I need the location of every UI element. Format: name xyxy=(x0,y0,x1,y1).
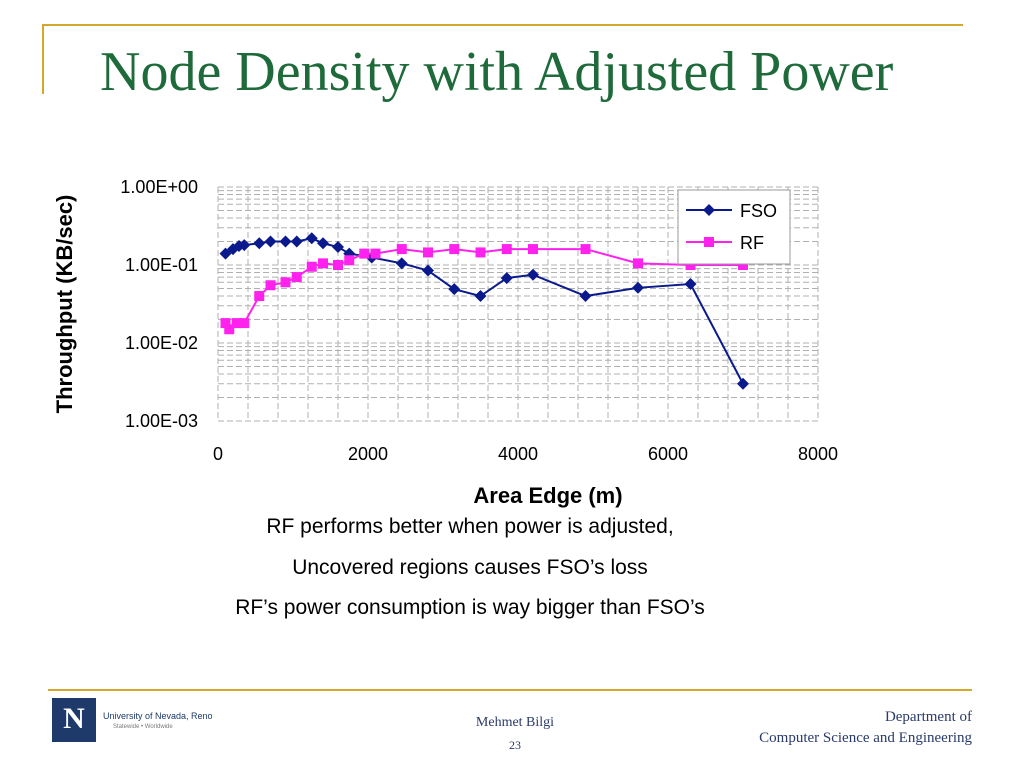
left-border-line xyxy=(42,24,44,94)
logo-tagline: Statewide • Worldwide xyxy=(113,724,173,730)
top-border-line xyxy=(42,24,963,26)
fso-data-point xyxy=(448,283,461,296)
rf-data-point xyxy=(528,244,538,255)
x-tick-label: 4000 xyxy=(498,444,538,464)
rf-data-point xyxy=(280,277,291,288)
fso-data-point xyxy=(238,239,251,252)
rf-data-point xyxy=(738,260,748,270)
fso-data-point xyxy=(253,237,266,250)
university-logo: N xyxy=(52,698,96,742)
note-line-1: RF performs better when power is adjuste… xyxy=(266,515,674,538)
y-tick-label: 1.00E-02 xyxy=(125,333,198,353)
rf-data-point xyxy=(423,247,433,258)
legend-fso-marker xyxy=(703,204,715,216)
fso-data-point xyxy=(500,272,513,285)
rf-data-point xyxy=(231,318,242,329)
note-line-3: RF’s power consumption is way bigger tha… xyxy=(235,596,705,619)
logo-n-icon: N xyxy=(63,702,85,735)
fso-data-point xyxy=(343,247,356,260)
rf-data-point xyxy=(318,258,328,269)
rf-data-point xyxy=(344,255,355,266)
slide-title: Node Density with Adjusted Power xyxy=(100,41,894,103)
y-tick-label: 1.00E-03 xyxy=(125,411,198,431)
fso-data-point xyxy=(317,237,329,250)
throughput-chart: 1.00E+00 1.00E-01 1.00E-02 1.00E-03 0 2000 400… xyxy=(52,177,838,508)
department-line-2: Computer Science and Engineering xyxy=(759,730,972,746)
y-tick-label: 1.00E+00 xyxy=(120,177,198,197)
page-number: 23 xyxy=(509,738,521,752)
fso-data-point xyxy=(332,241,344,254)
rf-series-line xyxy=(224,248,743,331)
rf-data-point xyxy=(220,318,231,329)
rf-data-point xyxy=(291,272,302,283)
rf-data-point xyxy=(475,247,486,258)
note-line-2: Uncovered regions causes FSO’s loss xyxy=(292,556,648,579)
fso-series-line xyxy=(224,237,744,385)
fso-data-point xyxy=(632,281,644,294)
y-tick-label: 1.00E-01 xyxy=(125,255,198,275)
rf-data-point xyxy=(254,291,265,302)
fso-data-point xyxy=(305,232,318,245)
x-tick-label: 0 xyxy=(213,444,223,464)
fso-data-point xyxy=(737,377,749,390)
x-tick-label: 6000 xyxy=(648,444,688,464)
legend-box xyxy=(677,189,791,265)
fso-data-point xyxy=(527,268,539,281)
fso-data-point xyxy=(579,290,592,303)
rf-data-point xyxy=(370,248,381,259)
author-name: Mehmet Bilgi xyxy=(475,715,555,730)
rf-data-point xyxy=(306,261,317,272)
fso-data-point xyxy=(279,235,292,248)
rf-data-point xyxy=(396,244,407,255)
fso-data-point xyxy=(422,264,434,277)
department-label: Department of Computer Science and Engin… xyxy=(759,707,972,749)
fso-data-point xyxy=(474,290,487,303)
y-axis-label: Throughput (KB/sec) xyxy=(52,195,77,414)
rf-data-point xyxy=(239,318,250,329)
fso-data-point xyxy=(290,235,303,248)
rf-data-point xyxy=(449,244,460,255)
rf-data-point xyxy=(633,258,643,269)
rf-data-point xyxy=(333,260,343,270)
fso-data-point xyxy=(219,247,232,260)
fso-data-point xyxy=(264,235,277,248)
rf-data-point xyxy=(224,324,235,335)
rf-data-point xyxy=(685,260,696,270)
legend-rf-marker xyxy=(704,237,714,247)
legend-fso-label: FSO xyxy=(740,201,777,221)
rf-data-point xyxy=(501,244,512,255)
x-axis-label: Area Edge (m) xyxy=(473,483,622,508)
rf-data-point xyxy=(359,248,370,259)
fso-data-point xyxy=(395,257,408,270)
logo-text: University of Nevada, Reno xyxy=(103,711,213,721)
legend-rf-label: RF xyxy=(740,233,764,253)
rf-data-point xyxy=(265,280,276,291)
x-tick-label: 2000 xyxy=(348,444,388,464)
x-tick-label: 8000 xyxy=(798,444,838,464)
rf-data-point xyxy=(580,244,591,255)
footer-divider xyxy=(48,689,972,691)
department-line-1: Department of xyxy=(884,709,972,725)
fso-data-point xyxy=(684,278,697,291)
